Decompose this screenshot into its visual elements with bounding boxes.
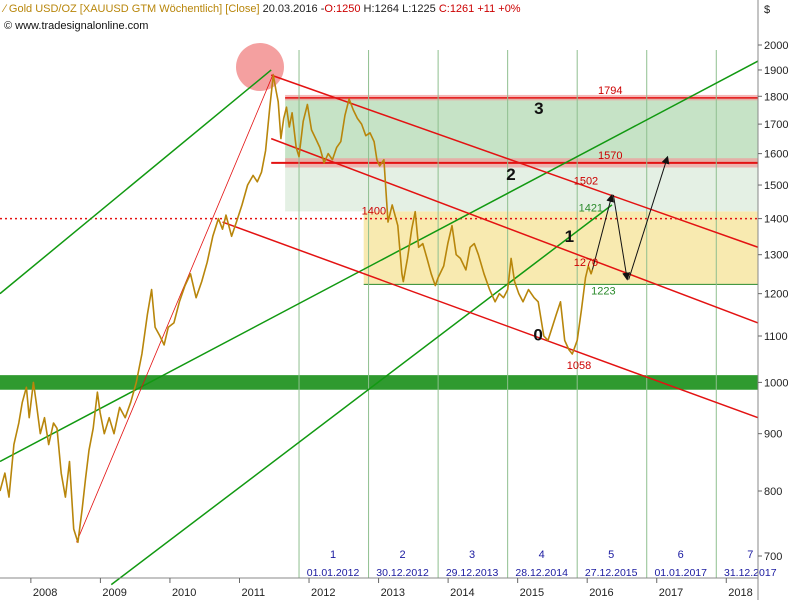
red-rise-trendline — [76, 73, 274, 543]
y-tick-label-1900: 1900 — [764, 65, 788, 77]
cycle-date-1: 01.01.2012 — [307, 567, 360, 579]
level-label-1421: 1421 — [579, 202, 603, 214]
green-channel-lower — [110, 204, 613, 586]
x-tick-label-2009: 2009 — [102, 587, 126, 599]
gold-price-line — [0, 74, 594, 544]
cycle-date-7: 31.12.2017 — [724, 567, 777, 579]
level-label-1794: 1794 — [598, 85, 622, 97]
x-tick-label-2017: 2017 — [659, 587, 683, 599]
y-tick-label-1200: 1200 — [764, 289, 788, 301]
quote-high: H:1264 — [363, 3, 400, 15]
y-tick-label-1400: 1400 — [764, 214, 788, 226]
wave-label-1: 1 — [565, 227, 574, 246]
projection-arrow-2 — [612, 194, 631, 281]
level-label-1270: 1270 — [574, 257, 598, 269]
cycle-number-5: 5 — [608, 549, 614, 561]
level-label-1058: 1058 — [567, 360, 591, 372]
x-tick-label-2012: 2012 — [311, 587, 335, 599]
y-tick-label-1300: 1300 — [764, 250, 788, 262]
green-channel-middle — [0, 60, 759, 463]
quote-close: C:1261 — [438, 3, 475, 15]
website-credit: © www.tradesignalonline.com — [4, 20, 149, 32]
cycle-number-2: 2 — [400, 549, 406, 561]
x-tick-label-2015: 2015 — [520, 587, 544, 599]
currency-unit: $ — [764, 4, 771, 16]
level-label-1223: 1223 — [591, 285, 615, 297]
green-channel-upper — [0, 69, 272, 295]
cycle-date-6: 01.01.2017 — [654, 567, 707, 579]
chart-header: ∕ Gold USD/OZ [XAUUSD GTM Wöchentlich] [… — [4, 3, 521, 15]
level-label-1502: 1502 — [574, 175, 598, 187]
y-tick-label-800: 800 — [764, 486, 782, 498]
cycle-date-2: 30.12.2012 — [376, 567, 429, 579]
quote-open: O:1250 — [324, 3, 361, 15]
line-chart-icon: ∕ — [4, 3, 6, 15]
quote-change-pct: +0% — [498, 3, 521, 15]
x-tick-label-2013: 2013 — [381, 587, 405, 599]
price-series — [0, 74, 594, 544]
projection-arrow-3 — [628, 155, 670, 280]
cycle-date-3: 29.12.2013 — [446, 567, 499, 579]
cycle-number-3: 3 — [469, 549, 475, 561]
y-tick-label-900: 900 — [764, 429, 782, 441]
y-tick-label-1000: 1000 — [764, 377, 788, 389]
y-tick-label-1600: 1600 — [764, 149, 788, 161]
zone-2-light-green — [285, 162, 758, 212]
cycle-number-6: 6 — [678, 549, 684, 561]
x-tick-label-2010: 2010 — [172, 587, 196, 599]
x-tick-label-2011: 2011 — [241, 587, 265, 599]
y-tick-label-1800: 1800 — [764, 91, 788, 103]
wave-label-3: 3 — [534, 99, 543, 118]
annotations: 1794 1570 1502 1421 1400 1270 1223 1058 0 1 2 3 — [362, 85, 670, 372]
top-marker-circle — [236, 43, 284, 91]
level-label-1400: 1400 — [362, 206, 386, 218]
y-tick-label-1100: 1100 — [764, 331, 788, 343]
wave-label-2: 2 — [506, 165, 515, 184]
y-tick-label-1500: 1500 — [764, 180, 788, 192]
cycle-lines: 1 01.01.2012 2 30.12.2012 3 29.12.2013 4 28.12.… — [298, 50, 777, 579]
cycle-date-5: 27.12.2015 — [585, 567, 638, 579]
cycle-number-1: 1 — [330, 549, 336, 561]
cycle-date-4: 28.12.2014 — [515, 567, 568, 579]
y-tick-label-2000: 2000 — [764, 40, 788, 52]
y-tick-label-700: 700 — [764, 551, 782, 563]
wave-label-0: 0 — [533, 325, 542, 344]
projection-arrow-1 — [592, 193, 615, 270]
x-tick-label-2014: 2014 — [450, 587, 474, 599]
quote-change: +11 — [477, 3, 496, 15]
cycle-number-7: 7 — [747, 549, 753, 561]
x-tick-label-2008: 2008 — [33, 587, 57, 599]
red-channel-middle — [270, 137, 759, 324]
instrument-name: Gold USD/OZ [XAUUSD GTM Wöchentlich] [Cl… — [8, 3, 260, 15]
level-label-1570: 1570 — [598, 150, 622, 162]
red-channel-upper — [270, 74, 759, 248]
quote-low: L:1225 — [402, 3, 436, 15]
zone-3-green — [285, 97, 758, 163]
y-tick-label-1700: 1700 — [764, 119, 788, 131]
x-tick-label-2016: 2016 — [589, 587, 613, 599]
x-tick-label-2018: 2018 — [728, 587, 752, 599]
red-channel-lower — [222, 221, 759, 419]
cycle-number-4: 4 — [539, 549, 545, 561]
quote-date: 20.03.2016 — [262, 3, 318, 15]
trend-channels — [0, 60, 759, 586]
